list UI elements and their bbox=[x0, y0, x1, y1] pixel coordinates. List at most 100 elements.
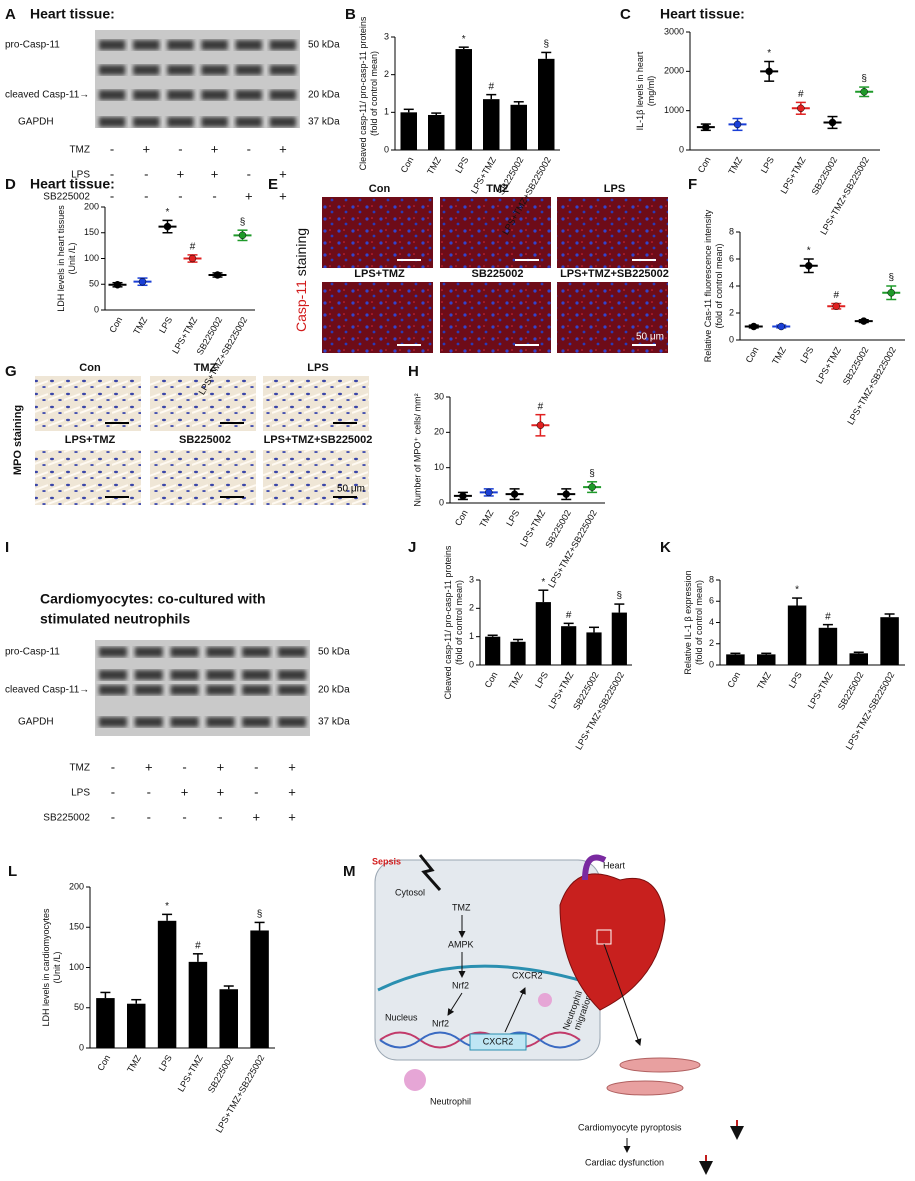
x-tick-label: TMZ bbox=[425, 155, 443, 176]
treatment-sign: + bbox=[211, 166, 219, 181]
annotation: § bbox=[861, 74, 867, 85]
x-tick-label: SB225002 bbox=[206, 1053, 236, 1094]
treatment-sign: - bbox=[212, 188, 216, 203]
treatment-sign: - bbox=[182, 809, 186, 824]
bar bbox=[455, 49, 472, 151]
bar bbox=[96, 998, 115, 1048]
annotation: # bbox=[538, 401, 544, 412]
size-label: 50 kDa bbox=[308, 40, 340, 51]
panel-title: Heart tissue: bbox=[30, 176, 115, 192]
panel-letter: F bbox=[688, 176, 697, 193]
treatment-sign: + bbox=[211, 141, 219, 156]
bar bbox=[726, 654, 745, 665]
y-tick-label: 0 bbox=[729, 334, 734, 344]
blot-band bbox=[134, 647, 163, 657]
x-tick-label: Con bbox=[696, 155, 713, 174]
bar bbox=[127, 1003, 146, 1048]
blot-band bbox=[242, 647, 271, 657]
mean-dot bbox=[510, 490, 519, 498]
y-tick-label: 0 bbox=[709, 659, 714, 669]
cxcr2-label: CXCR2 bbox=[512, 970, 543, 980]
x-tick-label: Con bbox=[399, 155, 416, 174]
treatment-sign: - bbox=[218, 809, 222, 824]
x-tick-label: LPS+TMZ bbox=[176, 1053, 205, 1094]
mean-dot bbox=[138, 277, 147, 286]
treatment-sign: - bbox=[247, 166, 251, 181]
y-axis-label: Relative IL-1 β expression bbox=[683, 570, 693, 674]
x-tick-label: LPS+TMZ bbox=[518, 508, 547, 549]
mean-dot bbox=[805, 262, 813, 270]
bar bbox=[250, 930, 269, 1048]
scale-label: 50 μm bbox=[337, 484, 365, 495]
y-tick-label: 0 bbox=[469, 659, 474, 669]
bar bbox=[219, 989, 238, 1048]
annotation: # bbox=[566, 610, 572, 621]
mean-dot bbox=[860, 88, 868, 96]
y-axis-label: Cleaved casp-11/ pro-casp-11 proteins bbox=[358, 16, 368, 170]
mean-dot bbox=[163, 222, 172, 231]
blot-band bbox=[269, 90, 296, 100]
treatment-sign: - bbox=[111, 759, 115, 774]
panel-letter: J bbox=[408, 539, 416, 556]
x-tick-label: Con bbox=[744, 345, 761, 364]
y-tick-label: 0 bbox=[94, 304, 99, 314]
y-axis-label: (fold of control mean) bbox=[714, 243, 724, 328]
mean-dot bbox=[765, 67, 773, 76]
mean-dot bbox=[750, 322, 758, 331]
x-tick-label: Con bbox=[483, 670, 500, 689]
y-axis-label: LDH levels in heart tissues bbox=[56, 205, 66, 312]
treatment-sign: + bbox=[142, 141, 150, 156]
treatment-sign: + bbox=[245, 188, 253, 203]
size-label: 37 kDa bbox=[308, 117, 340, 128]
micrograph bbox=[557, 282, 668, 353]
gene-box bbox=[469, 1033, 527, 1051]
bar bbox=[157, 920, 177, 1048]
y-tick-label: 150 bbox=[84, 227, 99, 237]
blot-band bbox=[235, 40, 262, 50]
x-tick-label: LPS bbox=[157, 315, 174, 335]
blot-band bbox=[278, 647, 306, 657]
dna bbox=[379, 1031, 581, 1049]
blot-band bbox=[201, 65, 228, 75]
bar bbox=[880, 617, 899, 665]
group-label: LPS bbox=[307, 362, 328, 374]
mean-dot bbox=[238, 231, 247, 240]
y-axis-label: Relative Cas-11 fluorescence intensity bbox=[703, 209, 713, 362]
nrf2-label: Nrf2 bbox=[432, 1018, 449, 1028]
nucleus-label: Nucleus bbox=[385, 1012, 418, 1022]
blot-image bbox=[95, 640, 310, 736]
micrograph bbox=[440, 282, 551, 353]
x-tick-label: TMZ bbox=[755, 670, 773, 691]
group-label: LPS+TMZ bbox=[65, 434, 116, 446]
nuclear-membrane bbox=[377, 964, 597, 992]
x-tick-label: LPS+TMZ bbox=[806, 670, 835, 711]
y-tick-label: 1 bbox=[384, 107, 389, 117]
micrograph bbox=[263, 450, 369, 505]
annotation: * bbox=[541, 577, 545, 588]
blot-band bbox=[167, 90, 194, 100]
blot-band bbox=[99, 670, 127, 680]
ampk-label: AMPK bbox=[448, 939, 474, 949]
y-tick-label: 8 bbox=[729, 226, 734, 236]
annotation: * bbox=[767, 48, 771, 59]
x-tick-label: TMZ bbox=[726, 155, 744, 176]
treatment-sign: + bbox=[217, 784, 225, 799]
bar bbox=[538, 58, 555, 151]
stain-label: MPO staining bbox=[12, 405, 24, 475]
y-tick-label: 2 bbox=[709, 638, 714, 648]
blot-band bbox=[206, 685, 235, 695]
y-tick-label: 30 bbox=[434, 391, 444, 401]
y-tick-label: 6 bbox=[709, 596, 714, 606]
y-axis-label: (Unit /L) bbox=[52, 951, 62, 983]
y-tick-label: 1 bbox=[469, 631, 474, 641]
mean-dot bbox=[832, 302, 840, 310]
annotation: § bbox=[240, 217, 246, 228]
blot-band bbox=[99, 65, 126, 75]
annotation: * bbox=[166, 207, 170, 218]
tmz-label: TMZ bbox=[452, 902, 471, 912]
y-tick-label: 4 bbox=[729, 280, 734, 290]
blot-band bbox=[170, 685, 199, 695]
stain-suffix: staining bbox=[293, 228, 309, 280]
blot-band bbox=[269, 117, 296, 127]
blot-band bbox=[278, 670, 306, 680]
